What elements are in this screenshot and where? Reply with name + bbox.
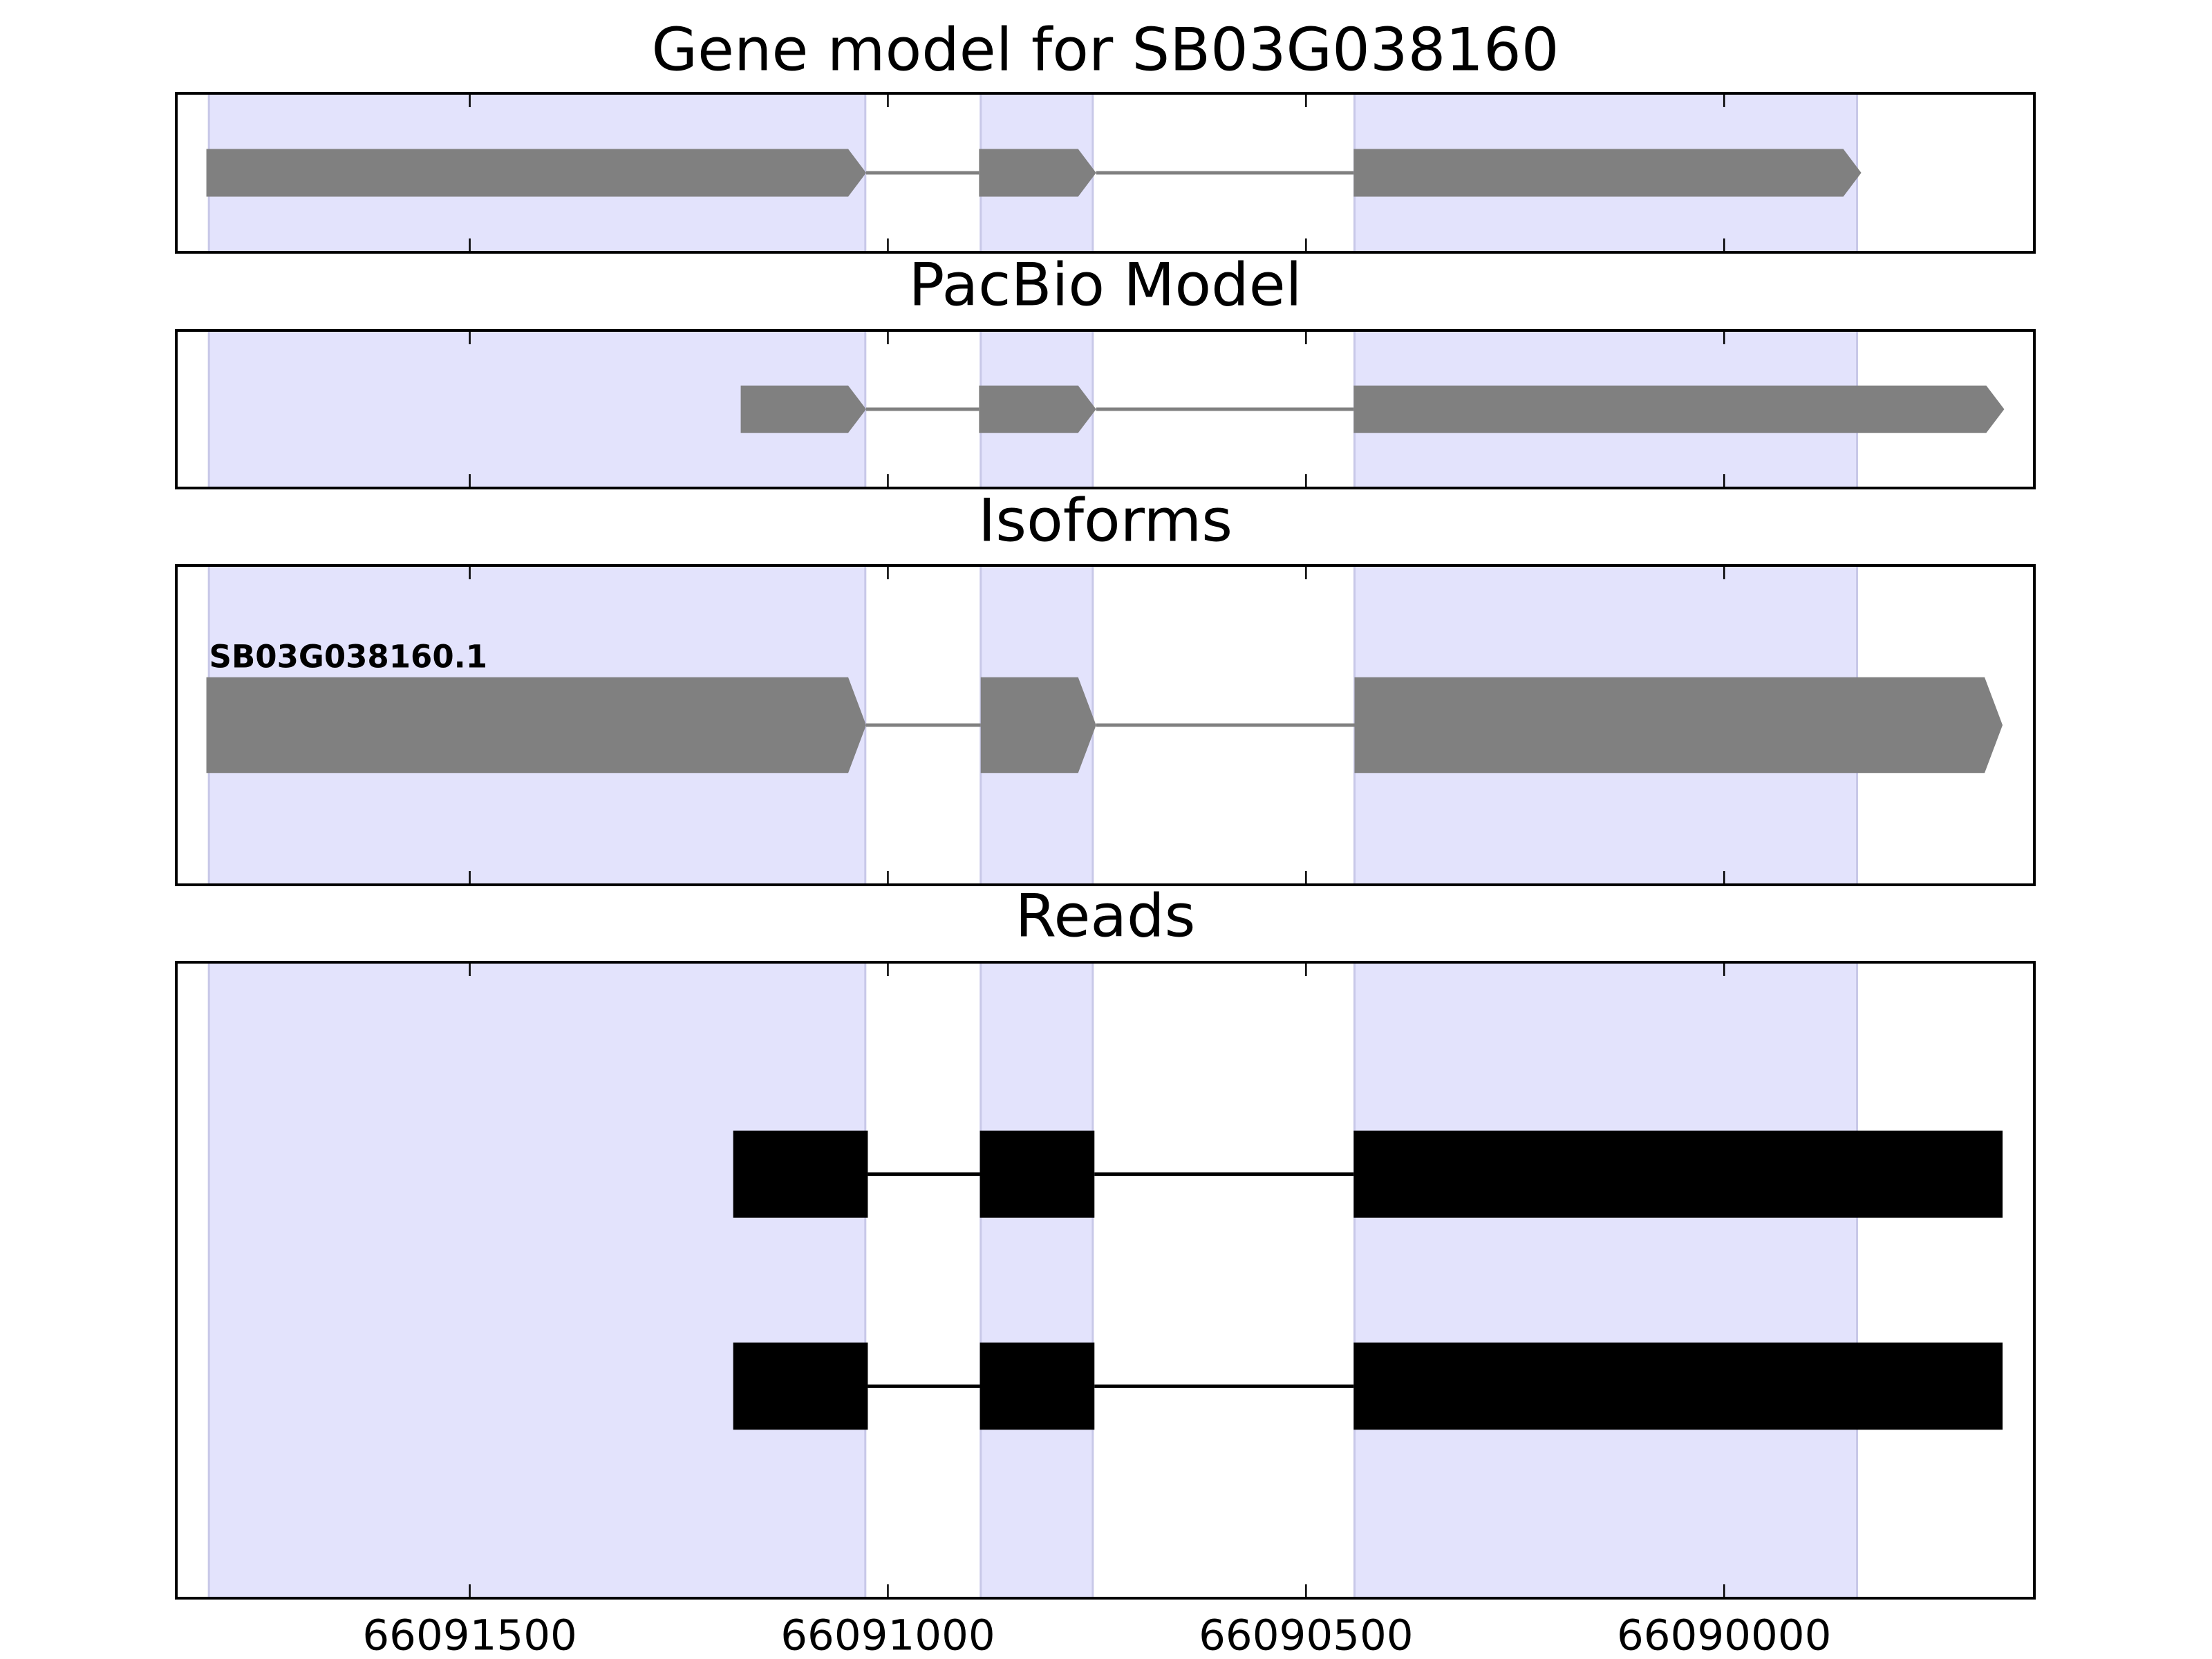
read-block	[1353, 1130, 2003, 1218]
exon-highlight	[207, 961, 867, 1600]
exon	[979, 149, 1096, 197]
panel-frame	[175, 564, 2036, 886]
read-block	[1353, 1342, 2003, 1430]
read-block	[733, 1130, 868, 1218]
exon	[1353, 149, 1862, 197]
exon	[740, 385, 867, 433]
read-block	[980, 1130, 1095, 1218]
exon	[1354, 677, 2003, 774]
read-block	[980, 1342, 1095, 1430]
read-block	[733, 1342, 868, 1430]
x-tick-label: 66091000	[780, 1611, 995, 1659]
exon-highlight	[1353, 961, 1859, 1600]
exon	[206, 677, 867, 774]
exon	[980, 677, 1096, 774]
x-tick-label: 66090000	[1617, 1611, 1831, 1659]
panel-title: PacBio Model	[908, 250, 1302, 319]
x-tick-label: 66091500	[362, 1611, 577, 1659]
exon-highlight	[980, 961, 1094, 1600]
exon	[206, 149, 867, 197]
x-tick-label: 66090500	[1199, 1611, 1413, 1659]
panel-title: Gene model for SB03G038160	[652, 15, 1559, 84]
panel-title: Reads	[1015, 881, 1196, 950]
panel-frame	[175, 961, 2036, 1600]
panel-frame	[175, 329, 2036, 489]
isoform-label: SB03G038160.1	[209, 639, 488, 675]
panel-title: Isoforms	[978, 486, 1232, 555]
exon	[1353, 385, 2005, 433]
panel-frame	[175, 92, 2036, 254]
exon	[979, 385, 1096, 433]
